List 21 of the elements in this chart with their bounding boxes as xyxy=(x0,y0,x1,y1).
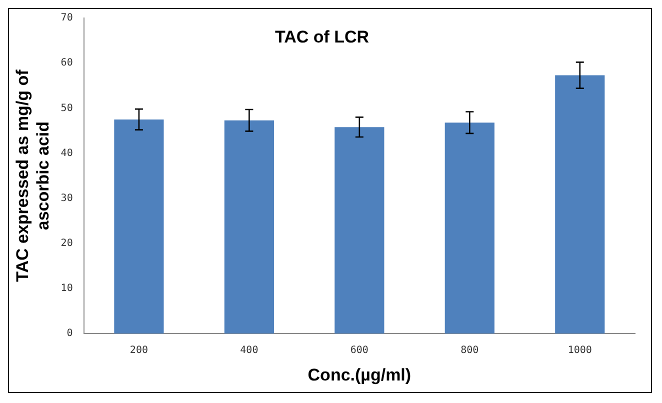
y-tick-label: 10 xyxy=(60,283,73,294)
y-tick-label: 70 xyxy=(60,12,73,24)
y-tick-label: 0 xyxy=(66,328,73,340)
x-axis-title: Conc.(µg/ml) xyxy=(308,365,412,384)
bar xyxy=(114,119,164,334)
y-tick-label: 50 xyxy=(60,102,73,114)
y-axis-title: TAC expressed as mg/g of ascorbic acid xyxy=(12,69,52,282)
x-tick-label: 200 xyxy=(130,345,148,356)
bar xyxy=(555,75,605,334)
y-tick-label: 20 xyxy=(60,238,73,250)
x-tick-label: 600 xyxy=(350,345,368,356)
y-tick-label: 30 xyxy=(60,192,73,204)
bar xyxy=(334,127,384,334)
bar xyxy=(224,120,274,334)
x-tick-label: 800 xyxy=(460,345,479,356)
y-tick-label: 40 xyxy=(60,148,73,159)
text: TAC of LCR xyxy=(274,27,370,46)
y-tick-label: 60 xyxy=(60,58,73,69)
x-tick-label: 1000 xyxy=(568,345,592,356)
x-tick-label: 400 xyxy=(240,345,258,356)
bar xyxy=(444,122,494,334)
